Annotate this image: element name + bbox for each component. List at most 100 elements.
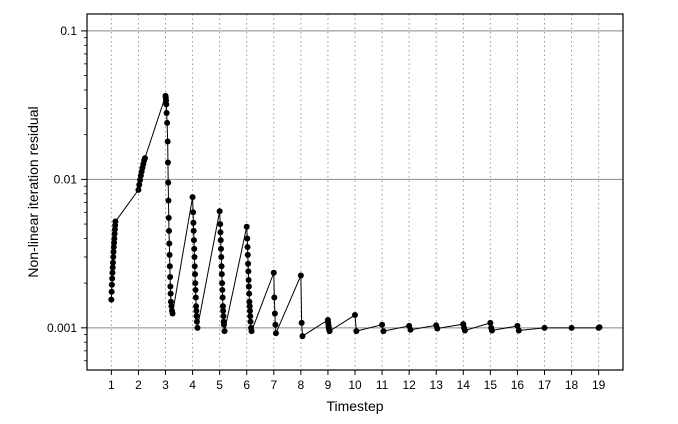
data-point [221, 328, 228, 335]
data-point [108, 281, 115, 288]
x-axis-title: Timestep [326, 398, 383, 414]
data-point [515, 327, 522, 334]
data-point [193, 307, 200, 314]
data-point [108, 288, 115, 295]
data-point [135, 186, 142, 193]
data-point [219, 280, 226, 287]
data-point [167, 283, 174, 290]
data-point [218, 245, 224, 252]
data-point [109, 259, 116, 266]
data-point [514, 322, 521, 329]
y-tick-label: 0.001 [47, 321, 77, 335]
data-point [219, 286, 226, 293]
data-point [218, 254, 225, 260]
data-point [163, 109, 170, 116]
data-point [219, 294, 226, 301]
data-point [136, 181, 143, 188]
data-point [166, 251, 173, 258]
data-point [193, 303, 200, 310]
data-point [166, 240, 173, 247]
x-tick-label: 6 [243, 378, 250, 392]
grid-layer [87, 14, 623, 370]
data-point [217, 237, 224, 244]
data-point [141, 155, 148, 162]
data-point [191, 263, 198, 270]
data-point [167, 298, 174, 305]
data-point [165, 214, 172, 221]
data-point [164, 138, 171, 145]
data-point [192, 294, 199, 301]
data-point [220, 321, 227, 328]
data-point [248, 328, 255, 335]
data-point [193, 318, 200, 325]
data-point [165, 179, 172, 186]
x-tick-label: 15 [484, 378, 498, 392]
data-point [244, 244, 251, 251]
x-tick-label: 5 [216, 378, 223, 392]
data-point [218, 263, 225, 270]
x-tick-label: 18 [565, 378, 579, 392]
data-point [168, 303, 175, 310]
data-point [169, 310, 176, 317]
x-tick-label: 10 [348, 378, 362, 392]
data-point [110, 248, 117, 255]
data-point [245, 268, 252, 275]
data-point [246, 298, 253, 305]
x-tick-label: 8 [298, 378, 305, 392]
data-point [112, 218, 119, 225]
data-point [165, 197, 172, 204]
data-point [220, 313, 227, 320]
data-point [380, 328, 387, 335]
data-point [110, 244, 117, 251]
x-tick-label: 2 [135, 378, 142, 392]
x-tick-label: 12 [402, 378, 416, 392]
data-point [111, 235, 118, 242]
data-point [163, 101, 170, 108]
data-point [217, 229, 224, 236]
data-point [246, 307, 253, 314]
x-tick-label: 13 [430, 378, 444, 392]
data-point [166, 263, 173, 270]
data-point [194, 324, 201, 331]
data-point [244, 235, 251, 242]
data-point [190, 209, 197, 216]
x-tick-label: 3 [162, 378, 169, 392]
data-point [245, 277, 252, 283]
data-point [272, 321, 279, 328]
data-point [108, 296, 115, 303]
y-tick-label: 0.01 [54, 172, 78, 186]
data-point [271, 294, 278, 301]
data-point [298, 319, 305, 326]
data-point [190, 227, 197, 234]
data-point [299, 333, 306, 340]
y-axis-title: Non-linear iteration residual [25, 106, 41, 277]
data-point [167, 290, 174, 297]
data-point [272, 330, 279, 337]
data-point [245, 283, 252, 290]
x-tick-label: 1 [108, 378, 115, 392]
data-point [326, 328, 333, 335]
data-point [111, 230, 118, 237]
data-point [596, 324, 603, 331]
data-point [245, 260, 252, 267]
data-point [434, 325, 441, 332]
data-point [164, 119, 171, 126]
x-tick-label: 16 [511, 378, 525, 392]
data-point [167, 274, 174, 280]
data-point [219, 303, 226, 310]
data-point [191, 254, 198, 260]
data-point [247, 313, 254, 320]
data-point [247, 318, 254, 325]
x-tick-label: 14 [457, 378, 471, 392]
data-point [246, 303, 253, 310]
data-point [109, 269, 116, 276]
y-tick-label: 0.1 [60, 24, 77, 38]
data-point [166, 227, 173, 234]
data-point [192, 280, 199, 287]
data-point [190, 237, 197, 244]
data-point [297, 272, 304, 279]
data-point [246, 290, 253, 297]
data-point [192, 271, 199, 278]
data-point [271, 310, 278, 317]
